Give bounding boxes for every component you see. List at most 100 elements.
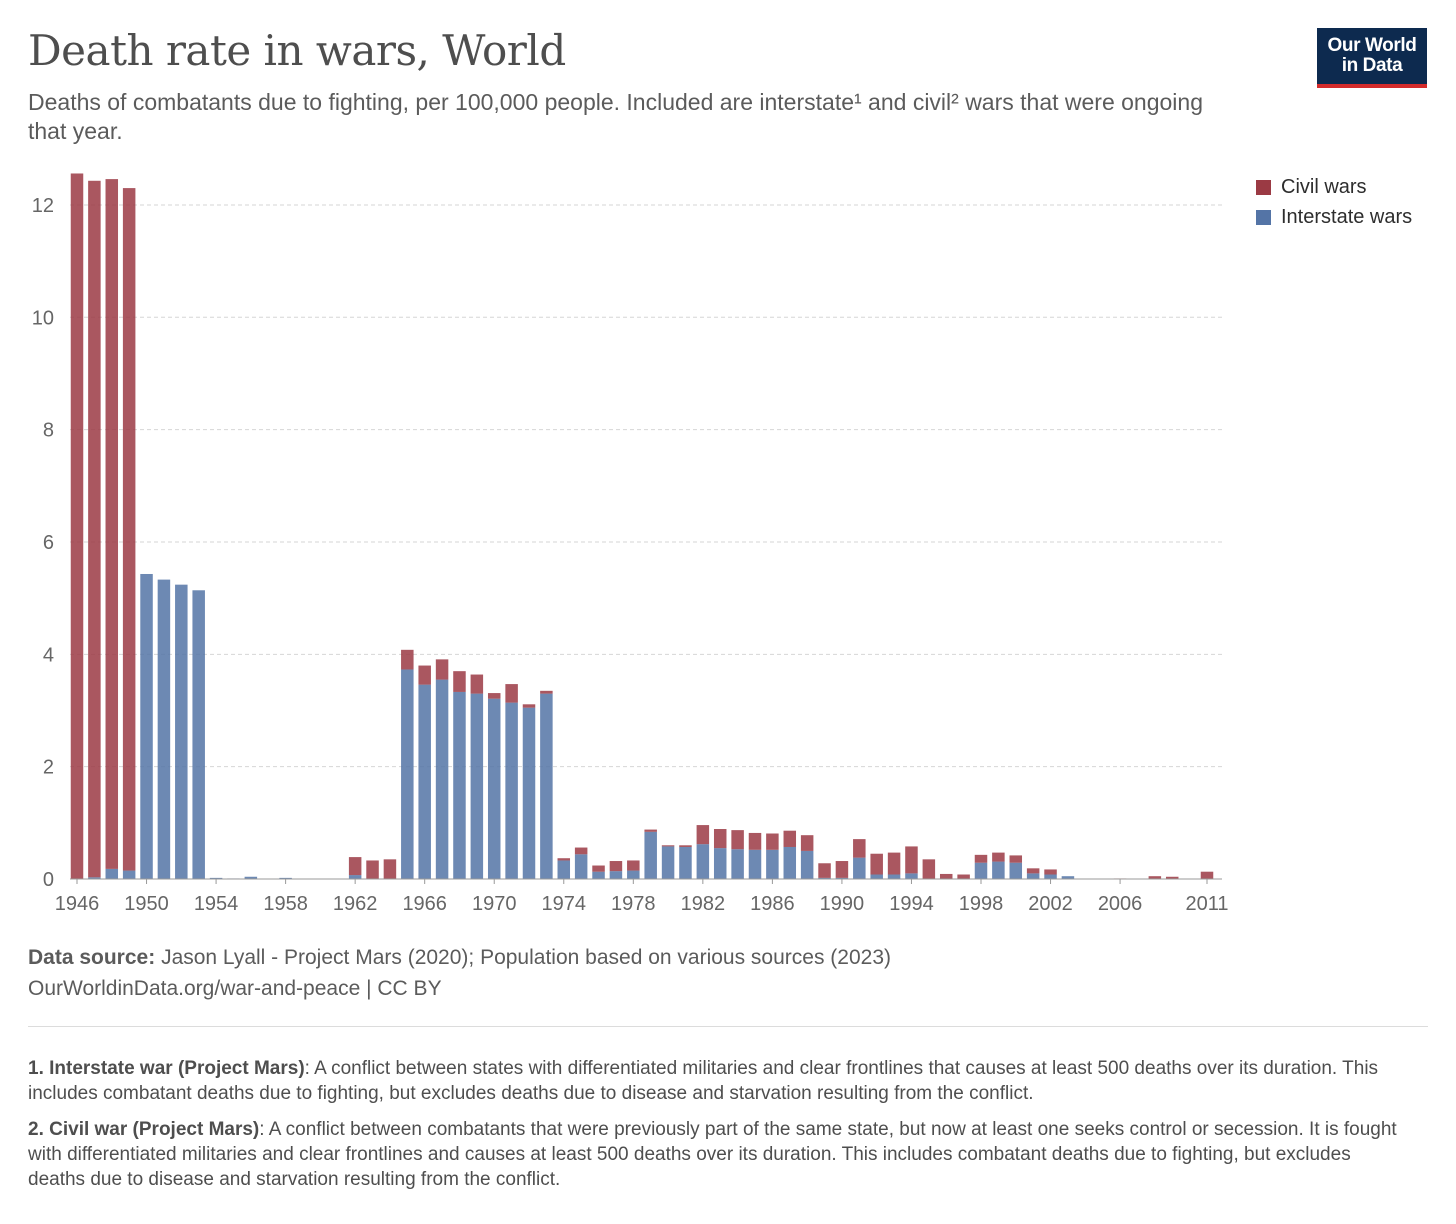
bar-civil <box>592 865 605 872</box>
bar-civil <box>418 665 431 685</box>
y-tick-label: 2 <box>43 757 54 779</box>
bar-interstate <box>748 849 762 879</box>
chart-subtitle: Deaths of combatants due to fighting, pe… <box>28 89 1203 144</box>
bar-civil <box>401 649 414 670</box>
x-tick-label: 1970 <box>472 893 517 915</box>
y-tick-label: 12 <box>32 195 54 217</box>
bar-interstate <box>487 698 501 879</box>
bar-civil <box>1026 868 1040 874</box>
owid-logo[interactable]: Our World in Data <box>1317 28 1427 88</box>
footnote-1-text: : A conflict between states with differe… <box>28 1058 1379 1104</box>
footnote-civil: 2. Civil war (Project Mars): A conflict … <box>28 1117 1408 1192</box>
bar-interstate <box>453 691 466 879</box>
bar-interstate <box>800 850 814 879</box>
bar-civil <box>766 833 779 850</box>
bar-interstate <box>696 844 710 879</box>
bar-civil <box>105 179 119 869</box>
bar-interstate <box>644 831 657 879</box>
bar-interstate <box>783 846 797 879</box>
bar-civil <box>853 839 866 858</box>
bar-interstate <box>557 860 571 879</box>
bar-interstate <box>540 693 553 879</box>
bar-interstate <box>853 857 866 879</box>
bar-interstate <box>88 877 101 879</box>
footer-divider <box>28 1026 1428 1027</box>
x-tick-label: 1990 <box>820 893 865 915</box>
y-tick-label: 10 <box>32 307 54 329</box>
bar-interstate <box>713 848 727 879</box>
bar-interstate <box>105 868 119 879</box>
bar-interstate <box>574 854 588 879</box>
legend-label-interstate: Interstate wars <box>1281 205 1413 228</box>
bar-civil <box>1148 876 1162 879</box>
bar-civil <box>748 832 762 850</box>
x-tick-label: 2011 <box>1185 893 1228 915</box>
bar-interstate <box>279 877 292 879</box>
bar-interstate <box>140 573 153 879</box>
logo-line-2: in Data <box>1341 55 1403 76</box>
footnote-1-label: 1. Interstate war (Project Mars) <box>28 1058 305 1079</box>
bar-civil <box>122 188 136 871</box>
bar-civil <box>366 860 379 879</box>
bar-interstate <box>522 707 536 879</box>
bar-civil <box>348 857 362 876</box>
data-source: Data source: Jason Lyall - Project Mars … <box>28 942 891 1004</box>
bar-civil <box>540 690 553 694</box>
bar-civil <box>835 861 849 878</box>
y-tick-label: 0 <box>43 869 54 891</box>
bar-interstate <box>122 870 136 879</box>
bar-interstate <box>992 861 1005 879</box>
bar-interstate <box>766 849 779 879</box>
bar-interstate <box>1044 874 1057 879</box>
bar-civil <box>800 835 814 851</box>
bar-interstate <box>401 669 414 879</box>
bar-civil <box>939 873 953 879</box>
bar-interstate <box>244 876 258 879</box>
bar-civil <box>609 861 623 872</box>
legend: Civil wars Interstate wars <box>1256 172 1412 232</box>
footnote-interstate: 1. Interstate war (Project Mars): A conf… <box>28 1056 1408 1106</box>
y-tick-label: 6 <box>43 532 54 554</box>
x-tick-label: 1974 <box>542 893 587 915</box>
bar-civil <box>922 859 936 879</box>
bar-civil <box>644 829 657 832</box>
x-tick-label: 1966 <box>402 893 447 915</box>
source-link[interactable]: OurWorldinData.org/war-and-peace | CC BY <box>28 977 442 1000</box>
bar-civil <box>661 845 675 847</box>
legend-swatch-interstate <box>1256 209 1271 225</box>
bar-civil <box>818 863 831 878</box>
bar-civil <box>731 830 744 850</box>
source-label: Data source: <box>28 946 156 969</box>
bar-interstate <box>905 873 918 879</box>
legend-label-civil: Civil wars <box>1281 175 1367 198</box>
bar-civil <box>870 853 883 875</box>
bar-interstate <box>609 871 623 879</box>
bar-civil <box>974 854 988 863</box>
bar-civil <box>557 858 571 861</box>
legend-item-civil-wars[interactable]: Civil wars <box>1256 172 1412 202</box>
bar-civil <box>453 671 466 692</box>
bar-interstate <box>627 870 640 879</box>
x-tick-label: 2002 <box>1028 893 1073 915</box>
logo-line-1: Our World <box>1327 35 1417 56</box>
legend-item-interstate-wars[interactable]: Interstate wars <box>1256 202 1412 232</box>
footnotes: 1. Interstate war (Project Mars): A conf… <box>28 1056 1408 1203</box>
footnote-2-label: 2. Civil war (Project Mars) <box>28 1119 260 1140</box>
bar-interstate <box>731 849 744 879</box>
bar-interstate <box>418 684 431 879</box>
bar-interstate <box>175 584 188 879</box>
y-tick-label: 4 <box>43 644 54 666</box>
bar-civil <box>505 684 518 703</box>
bar-interstate <box>974 862 988 879</box>
x-tick-label: 1954 <box>194 893 239 915</box>
bar-civil <box>470 674 484 694</box>
bar-civil <box>696 825 710 845</box>
source-text: Jason Lyall - Project Mars (2020); Popul… <box>161 946 891 969</box>
bar-civil <box>1200 871 1214 879</box>
bar-civil <box>1044 869 1057 875</box>
bar-civil <box>992 852 1005 862</box>
x-tick-label: 1962 <box>333 893 378 915</box>
bar-interstate <box>348 875 362 879</box>
bar-civil <box>88 180 101 878</box>
bar-interstate <box>818 877 831 879</box>
